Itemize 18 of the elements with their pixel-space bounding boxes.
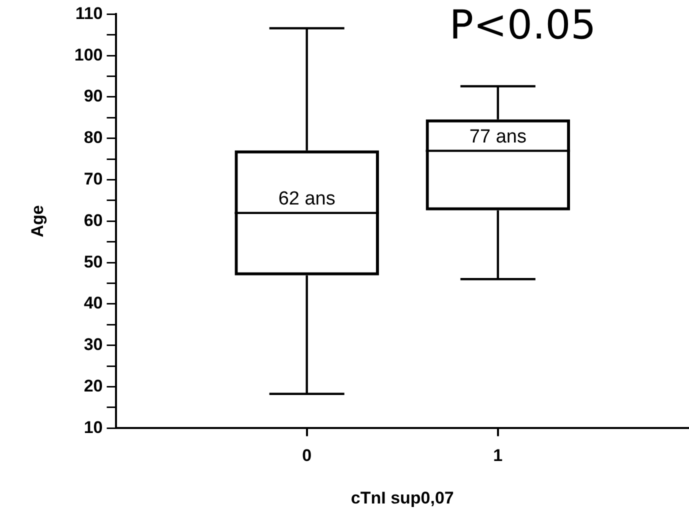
y-tick-label: 20 (84, 376, 103, 396)
x-tick-label: 0 (302, 446, 312, 466)
y-tick-label: 50 (84, 252, 103, 272)
y-tick-label: 10 (84, 418, 103, 437)
y-tick-label: 70 (84, 169, 103, 188)
y-axis-title: Age (28, 205, 47, 238)
y-tick-label: 100 (74, 45, 103, 64)
y-tick-label: 40 (84, 294, 103, 313)
x-axis-title: cTnI sup0,07 (350, 488, 454, 508)
y-tick-label: 60 (84, 210, 103, 230)
y-tick-label: 90 (84, 86, 103, 106)
y-tick-label: 110 (75, 4, 103, 23)
y-tick-label: 30 (84, 335, 103, 354)
annotation: P<0.05 (449, 2, 596, 49)
annotation: 62 ans (278, 188, 336, 210)
x-tick-label: 1 (493, 446, 503, 466)
annotation: 77 ans (469, 126, 526, 148)
y-tick-label: 80 (84, 128, 103, 148)
